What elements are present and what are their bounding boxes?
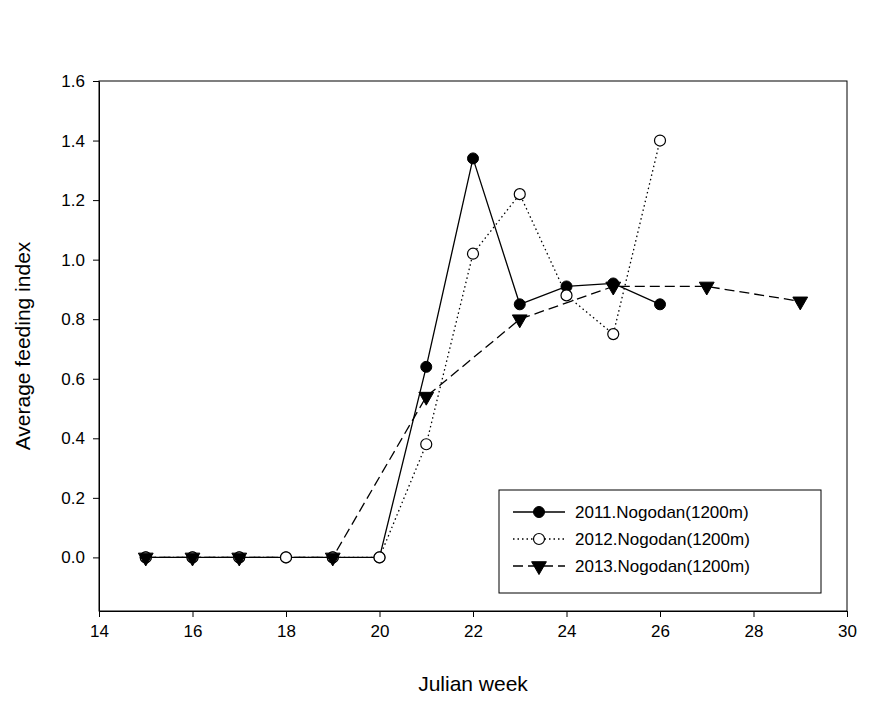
y-tick: 1.4 xyxy=(61,131,99,150)
legend-marker xyxy=(534,507,545,518)
x-tick-mark xyxy=(99,611,100,617)
y-tick: 0.6 xyxy=(61,370,99,389)
y-tick-mark xyxy=(93,498,99,499)
series-marker xyxy=(374,552,385,563)
plot-frame xyxy=(99,81,847,611)
y-tick-label: 1.6 xyxy=(61,72,85,91)
y-tick-label: 1.4 xyxy=(61,131,85,150)
x-tick-label: 18 xyxy=(277,622,296,641)
series-marker xyxy=(608,329,619,340)
legend-label: 2011.Nogodan(1200m) xyxy=(575,503,749,522)
y-tick-mark xyxy=(93,200,99,201)
y-tick: 1.6 xyxy=(61,72,99,91)
legend: 2011.Nogodan(1200m) 2012.Nogodan(1200m) 20… xyxy=(499,490,821,593)
series-marker xyxy=(281,552,292,563)
x-tick-mark xyxy=(754,611,755,617)
series-marker xyxy=(419,392,434,405)
x-tick-label: 30 xyxy=(838,622,857,641)
x-tick-mark xyxy=(847,611,848,617)
y-tick-mark xyxy=(93,438,99,439)
y-tick-label: 0.8 xyxy=(61,310,85,329)
series-marker xyxy=(185,553,200,566)
x-tick: 26 xyxy=(651,611,670,641)
x-tick-mark xyxy=(286,611,287,617)
legend-marker xyxy=(534,534,545,545)
y-tick-mark xyxy=(93,557,99,558)
series-marker xyxy=(374,552,385,563)
series-line xyxy=(146,286,801,557)
series-marker xyxy=(232,553,247,566)
series-marker xyxy=(606,282,621,295)
y-tick-label: 1.0 xyxy=(61,251,85,270)
series-marker xyxy=(138,553,153,566)
series-marker xyxy=(421,439,432,450)
series-marker xyxy=(468,153,479,164)
x-tick: 20 xyxy=(371,611,390,641)
x-tick-label: 28 xyxy=(745,622,764,641)
y-tick: 1.0 xyxy=(61,251,99,270)
y-tick-mark xyxy=(93,141,99,142)
y-tick: 0.8 xyxy=(61,310,99,329)
x-tick: 22 xyxy=(464,611,483,641)
legend-entry: 2012.Nogodan(1200m) xyxy=(513,530,750,549)
y-tick-label: 0.2 xyxy=(61,489,85,508)
series-marker xyxy=(468,248,479,259)
legend-entry: 2013.Nogodan(1200m) xyxy=(513,557,750,576)
legend-label: 2013.Nogodan(1200m) xyxy=(575,557,750,576)
x-tick-mark xyxy=(660,611,661,617)
chart: 14 16 18 20 22 24 26 28 30 0.0 0.2 0.4 0.6 0.8 1.0 1.2 1… xyxy=(0,0,881,705)
y-tick: 0.4 xyxy=(61,429,99,448)
y-tick-mark xyxy=(93,81,99,82)
x-tick: 16 xyxy=(184,611,203,641)
x-tick-label: 14 xyxy=(90,622,109,641)
x-tick: 24 xyxy=(558,611,577,641)
y-axis-title: Average feeding index xyxy=(11,241,34,450)
x-tick-label: 22 xyxy=(464,622,483,641)
series-marker xyxy=(281,552,292,563)
series-marker xyxy=(561,290,572,301)
y-tick-label: 0.0 xyxy=(61,548,85,567)
x-tick-mark xyxy=(380,611,381,617)
x-tick-mark xyxy=(567,611,568,617)
x-tick: 28 xyxy=(745,611,764,641)
y-axis: 0.0 0.2 0.4 0.6 0.8 1.0 1.2 1.4 1.6 xyxy=(61,72,99,612)
x-tick-label: 16 xyxy=(184,622,203,641)
x-axis: 14 16 18 20 22 24 26 28 30 xyxy=(90,611,857,641)
legend-entry: 2011.Nogodan(1200m) xyxy=(513,503,749,522)
series-marker xyxy=(325,553,340,566)
legend-label: 2012.Nogodan(1200m) xyxy=(575,530,750,549)
y-tick-mark xyxy=(93,260,99,261)
y-tick-mark xyxy=(93,319,99,320)
x-tick: 18 xyxy=(277,611,296,641)
legend-box xyxy=(499,490,821,593)
x-tick-mark xyxy=(473,611,474,617)
x-tick-label: 26 xyxy=(651,622,670,641)
series-marker xyxy=(514,189,525,200)
series-marker xyxy=(514,299,525,310)
x-tick-label: 24 xyxy=(558,622,577,641)
series-marker xyxy=(793,297,808,310)
y-tick: 1.2 xyxy=(61,191,99,210)
x-tick: 14 xyxy=(90,611,109,641)
y-axis-line xyxy=(99,82,100,612)
y-tick-label: 0.6 xyxy=(61,370,85,389)
series-marker xyxy=(421,361,432,372)
x-tick: 30 xyxy=(838,611,857,641)
series-marker xyxy=(655,299,666,310)
y-tick-mark xyxy=(93,379,99,380)
y-tick: 0.2 xyxy=(61,489,99,508)
x-axis-title: Julian week xyxy=(418,672,528,695)
x-tick-label: 20 xyxy=(371,622,390,641)
series-marker xyxy=(512,315,527,328)
series-marker xyxy=(699,282,714,295)
y-tick-label: 1.2 xyxy=(61,191,85,210)
y-tick-label: 0.4 xyxy=(61,429,85,448)
legend-marker xyxy=(532,562,547,575)
x-tick-mark xyxy=(193,611,194,617)
y-tick: 0.0 xyxy=(61,548,99,567)
series-marker xyxy=(655,135,666,146)
